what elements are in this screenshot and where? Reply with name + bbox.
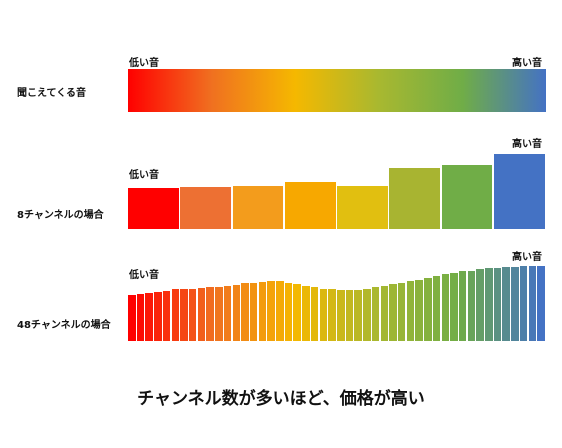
low-sound-label-3: 低い音 [129,270,159,281]
bar-8ch-4 [284,181,336,229]
bar-48ch-29 [371,287,380,341]
bar-48ch-37 [441,274,449,341]
bar-48ch-31 [389,284,397,341]
high-sound-label-2: 高い音 [512,139,542,150]
bar-8ch-2 [180,187,231,229]
bar-48ch-10 [206,287,214,341]
bar-48ch-11 [215,287,223,341]
bar-8ch-6 [389,167,440,229]
bar-48ch-27 [354,290,362,341]
bar-48ch-23 [319,288,328,341]
bar-48ch-6 [171,289,180,341]
bar-48ch-15 [249,282,258,341]
bar-48ch-19 [284,282,293,341]
bar-48ch-25 [337,290,345,341]
bar-48ch-42 [485,268,493,341]
bar-48ch-2 [136,293,145,341]
bar-48ch-8 [188,288,197,341]
bar-48ch-34 [415,279,423,341]
row-label-8ch: 8チャンネルの場合 [17,210,104,221]
bar-48ch-21 [302,285,310,341]
bar-48ch-30 [380,285,389,341]
bar-48ch-24 [328,289,336,341]
bar-48ch-22 [310,287,319,341]
bar-48ch-39 [458,271,467,341]
bar-48ch-32 [397,282,406,341]
bar-48ch-35 [424,278,432,341]
bar-48ch-18 [276,281,284,341]
bar-48ch-45 [511,266,519,341]
low-sound-label-1: 低い音 [129,58,159,69]
bar-48ch-47 [528,266,537,341]
bar-48ch-40 [467,270,476,341]
high-sound-label-1: 高い音 [512,58,542,69]
bar-8ch-8 [493,154,545,229]
bar-48ch-36 [432,275,441,341]
bar-48ch-41 [476,269,484,341]
row-label-48ch: 48チャンネルの場合 [17,320,111,331]
bar-8ch-7 [441,164,493,229]
bar-48ch-5 [162,290,171,341]
bar-48ch-17 [267,281,275,341]
bar-8ch-5 [337,185,388,229]
bar-48ch-38 [450,272,458,341]
bar-48ch-1 [128,294,136,341]
bar-48ch-48 [537,266,545,341]
bar-48ch-44 [502,266,510,341]
bar-48ch-33 [406,281,415,341]
bar-48ch-7 [180,288,188,341]
bar-48ch-14 [241,283,249,341]
bar-8ch-3 [232,185,284,229]
bar-48ch-20 [293,284,301,341]
bar-48ch-26 [345,290,354,341]
bar-48ch-28 [363,288,371,341]
row-label-heard: 聞こえてくる音 [17,88,86,99]
bar-48ch-3 [145,293,153,341]
bar-48ch-16 [258,281,267,341]
low-sound-label-2: 低い音 [129,170,159,181]
bar-48ch-9 [197,287,206,341]
bar-48ch-13 [232,284,240,341]
bar-48ch-43 [493,267,502,341]
bar-8ch-1 [128,187,179,229]
high-sound-label-3: 高い音 [512,252,542,263]
bar-48ch-46 [519,266,528,341]
gradient-bar [128,69,546,112]
bar-48ch-4 [154,291,162,341]
bar-48ch-12 [223,285,232,341]
caption: チャンネル数が多いほど、価格が高い [137,389,425,409]
